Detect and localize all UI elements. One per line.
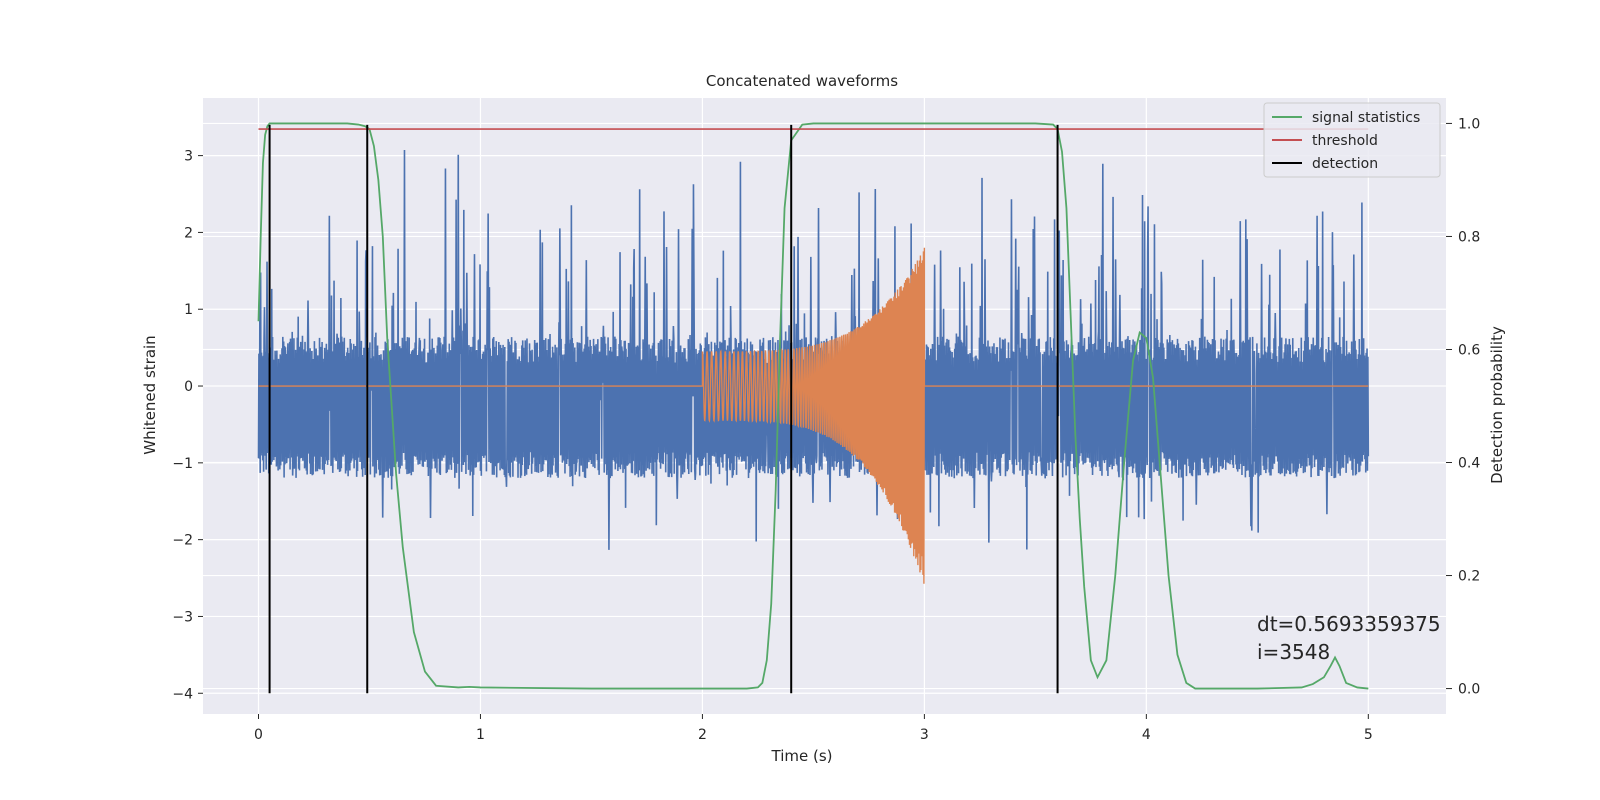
legend: signal statistics threshold detection <box>1263 102 1441 178</box>
legend-label: threshold <box>1312 133 1378 149</box>
axes: 0 1 2 3 4 5 3 2 1 0 −1 −2 −3 −4 1.0 0.8 0.6 0.4 0.2 0.0 <box>172 116 1480 743</box>
annotation-line-dt: dt=0.5693359375 <box>1257 612 1441 636</box>
x-tick-label: 1 <box>476 727 485 743</box>
y-left-tick-label: 2 <box>184 225 193 241</box>
legend-box <box>1263 102 1441 178</box>
x-axis-label: Time (s) <box>771 747 833 765</box>
legend-label: signal statistics <box>1312 110 1420 126</box>
y-right-tick-label: 0.6 <box>1458 342 1480 358</box>
y-left-tick-label: 1 <box>184 302 193 318</box>
y-axis-label-right: Detection probability <box>1488 326 1506 484</box>
x-tick-label: 3 <box>920 727 929 743</box>
injected-waveform-line <box>258 247 1369 584</box>
x-tick-label: 2 <box>698 727 707 743</box>
y-left-tick-label: −3 <box>172 609 193 625</box>
chart-title: Concatenated waveforms <box>706 72 898 90</box>
y-left-tick-label: 0 <box>184 379 193 395</box>
x-tick-label: 0 <box>254 727 263 743</box>
signal-statistics-line <box>257 122 1369 690</box>
plot-area <box>203 98 1446 714</box>
y-right-tick-label: 0.0 <box>1458 682 1480 698</box>
legend-label: detection <box>1312 156 1378 172</box>
x-tick-label: 5 <box>1364 727 1373 743</box>
y-right-tick-label: 0.2 <box>1458 569 1480 585</box>
y-left-tick-label: −4 <box>172 686 193 702</box>
y-left-tick-label: −1 <box>172 456 193 472</box>
y-left-tick-label: 3 <box>184 149 193 165</box>
annotation-line-i: i=3548 <box>1257 640 1330 664</box>
y-left-tick-label: −2 <box>172 533 193 549</box>
noise-waveform-line <box>257 149 1370 550</box>
annotation-text: dt=0.5693359375 i=3548 <box>1257 612 1447 664</box>
y-right-tick-label: 0.4 <box>1458 456 1480 472</box>
x-tick-label: 4 <box>1142 727 1151 743</box>
y-axis-label-left: Whitened strain <box>141 335 159 454</box>
y-right-tick-label: 0.8 <box>1458 229 1480 245</box>
y-right-tick-label: 1.0 <box>1458 116 1480 132</box>
